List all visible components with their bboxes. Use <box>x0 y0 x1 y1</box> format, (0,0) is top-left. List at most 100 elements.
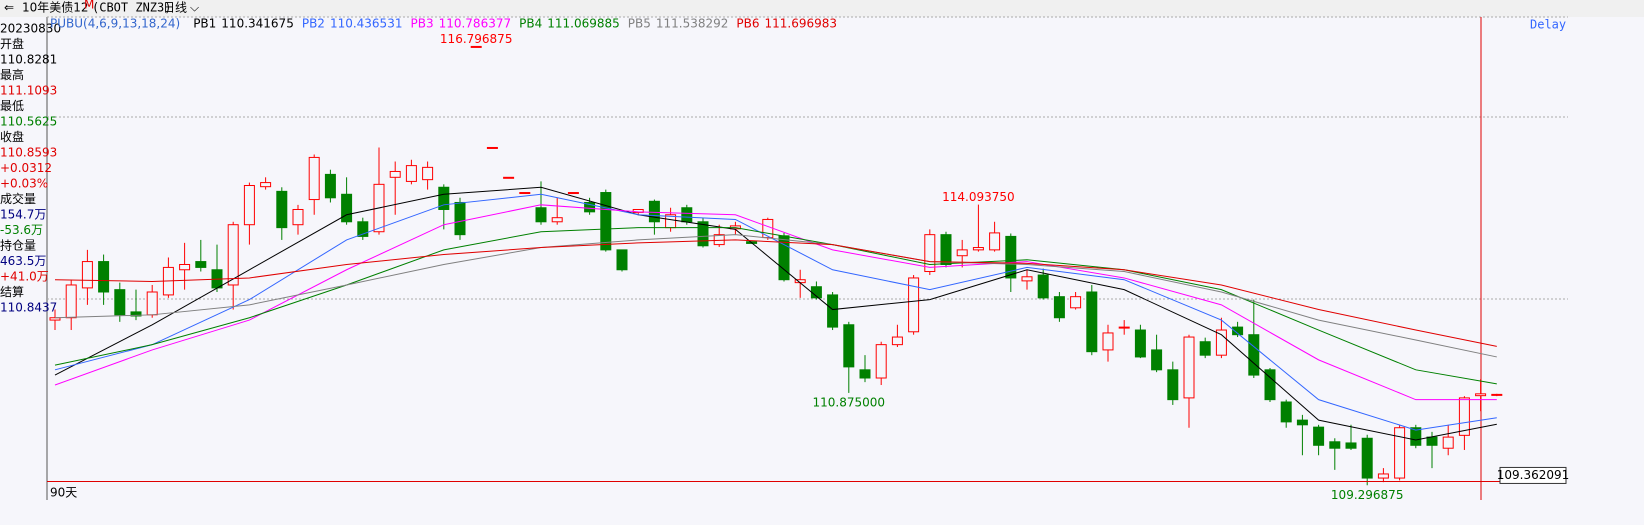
candle-body <box>341 193 353 223</box>
legend-text: 111.538292 <box>656 17 729 31</box>
header-period[interactable]: 日线 <box>163 1 187 15</box>
candle-body <box>276 190 288 229</box>
extreme-label: 114.093750 <box>942 190 1015 204</box>
candle-body <box>1264 369 1276 401</box>
candle-body <box>438 186 450 210</box>
candle-body <box>81 261 93 289</box>
candle-body <box>519 192 531 195</box>
candle-body <box>1053 296 1065 319</box>
candle-body <box>713 234 725 246</box>
sidebar-text: 结算 <box>0 284 24 299</box>
back-icon[interactable]: ⇐ <box>4 1 14 15</box>
candle-body <box>940 234 952 265</box>
candle-body <box>859 369 871 379</box>
candle-body <box>584 201 596 213</box>
candle-body <box>535 207 547 223</box>
sidebar-text: 最低 <box>0 99 24 113</box>
candle-body <box>1410 427 1422 446</box>
candle-body <box>1151 349 1163 371</box>
candle-body <box>1280 401 1292 423</box>
price-tag <box>1499 466 1567 484</box>
legend-text: PUBU(4,6,9,13,18,24) <box>50 17 180 31</box>
legend-text: 111.696983 <box>765 17 838 31</box>
candle-body <box>843 324 855 368</box>
candle-body <box>1134 329 1146 358</box>
candle-body <box>1070 296 1082 309</box>
legend-text: 111.069885 <box>547 17 620 31</box>
header-superscript: M <box>84 0 94 12</box>
candle-body <box>908 277 920 333</box>
candle-body <box>1377 473 1389 479</box>
sidebar-text: 110.8281 <box>0 53 57 67</box>
period-label: 90天 <box>50 486 77 500</box>
candle-body <box>1426 436 1438 446</box>
candle-body <box>405 165 417 182</box>
candle-body <box>1491 393 1503 396</box>
candle-body <box>875 344 887 379</box>
sidebar-text: 成交量 <box>0 191 36 206</box>
candle-body <box>1215 329 1227 356</box>
candle-body <box>924 234 936 273</box>
candle-body <box>130 311 142 317</box>
legend-text: 110.786377 <box>439 17 512 31</box>
candle-body <box>308 156 320 201</box>
sidebar-text: 110.8437 <box>0 301 57 315</box>
candle-body <box>357 221 369 237</box>
candle-body <box>1394 427 1406 479</box>
candle-body <box>1475 393 1487 397</box>
ma-line <box>54 234 1497 358</box>
legend-text: PB2 <box>302 17 325 31</box>
legend-text: PB4 <box>519 17 542 31</box>
legend-text: PB6 <box>736 17 759 31</box>
candle-body <box>503 176 515 179</box>
candle-body <box>972 247 984 251</box>
candle-body <box>1313 426 1325 446</box>
candle-body <box>1296 419 1308 426</box>
header-title: 10年美债12 <box>22 1 89 15</box>
sidebar-text: +0.03% <box>0 177 48 191</box>
candle-body <box>422 166 434 181</box>
sidebar-text: +41.0万 <box>0 270 49 284</box>
candle-body <box>1102 332 1114 351</box>
extreme-label: 110.875000 <box>813 395 886 409</box>
candle-body <box>1021 276 1033 282</box>
candle-body <box>454 201 466 236</box>
candle-body <box>1005 235 1017 279</box>
candle-body <box>114 289 126 316</box>
legend-text: PB1 <box>193 17 216 31</box>
candle-body <box>260 182 272 188</box>
candle-body <box>389 170 401 178</box>
candle-body <box>1183 336 1195 399</box>
candle-body <box>486 146 498 149</box>
sidebar-text: -53.6万 <box>0 223 43 237</box>
candle-body <box>551 217 563 223</box>
extreme-label: 109.296875 <box>1331 488 1404 502</box>
toolbar <box>0 0 1644 17</box>
candle-body <box>1037 274 1049 299</box>
candle-body <box>98 261 110 293</box>
legend-text: PB5 <box>628 17 651 31</box>
delay-label: Delay <box>1530 18 1566 32</box>
sidebar-text: 154.7万 <box>0 208 46 222</box>
candle-body <box>1458 397 1470 436</box>
candle-body <box>697 221 709 247</box>
extreme-label: 116.796875 <box>440 32 513 46</box>
candle-body <box>648 200 660 223</box>
candle-body <box>681 207 693 223</box>
candle-body <box>179 263 191 271</box>
candle-body <box>956 249 968 257</box>
candle-body <box>1329 441 1341 449</box>
candle-body <box>891 336 903 346</box>
candle-body <box>1167 369 1179 401</box>
dropdown-icon[interactable]: ⌵ <box>190 1 199 15</box>
legend-text: 110.436531 <box>330 17 403 31</box>
header-code: (CBOT ZNZ3) <box>92 1 171 15</box>
candle-body <box>1199 341 1211 356</box>
sidebar-text: 463.5万 <box>0 254 46 268</box>
candle-body <box>632 208 644 213</box>
candle-body <box>1442 436 1454 449</box>
sidebar-text: 持仓量 <box>0 238 36 253</box>
ma-line <box>54 239 1497 347</box>
candle-body <box>616 249 628 271</box>
